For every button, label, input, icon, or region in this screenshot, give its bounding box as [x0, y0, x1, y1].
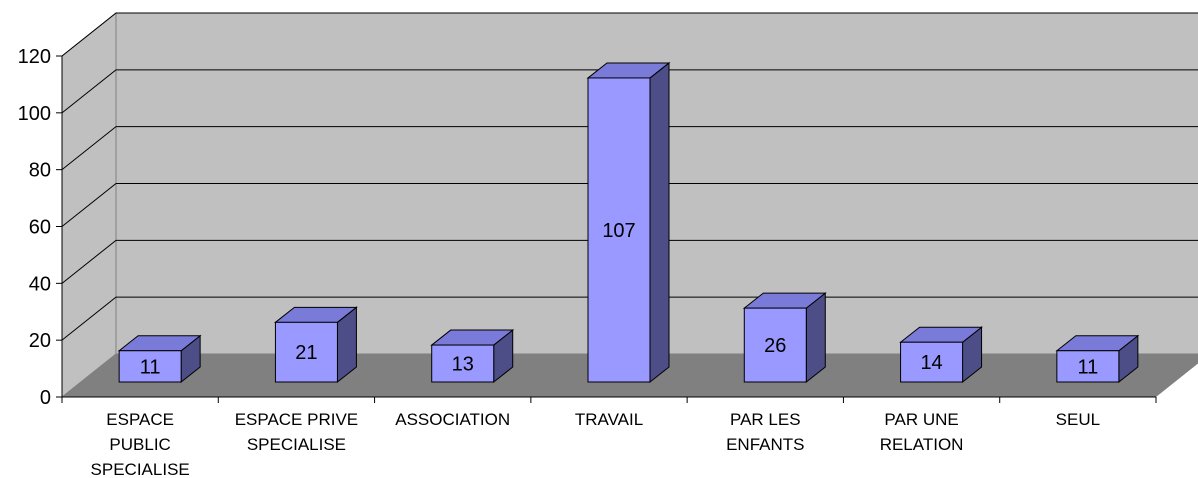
data-label: 14	[920, 352, 942, 374]
y-axis-ticks: 0 20 40 60 80 100 120	[18, 46, 62, 409]
x-tick-label-line: ESPACE PRIVE	[235, 410, 358, 429]
gridline	[61, 126, 1198, 171]
bar-front	[900, 341, 964, 383]
x-tick-label-line: ENFANTS	[726, 435, 804, 454]
x-tick-label: TRAVAIL	[575, 410, 643, 429]
gridline	[61, 239, 1198, 284]
data-label: 11	[1077, 356, 1098, 378]
x-tick-label-line: PUBLIC	[109, 435, 170, 454]
x-tick-label-line: ESPACE	[106, 410, 174, 429]
data-label: 13	[452, 354, 474, 376]
bar: 11	[117, 334, 202, 384]
bar-side	[649, 61, 670, 384]
gridline	[61, 183, 1198, 227]
bar-front	[743, 307, 807, 383]
data-label: 11	[140, 356, 161, 378]
x-tick-label: ESPACE PRIVE SPECIALISE	[235, 410, 358, 454]
x-tick-label-line: PAR UNE	[884, 410, 958, 429]
y-tick-label: 20	[29, 330, 51, 352]
y-tick-label: 0	[40, 387, 51, 409]
bar: 21	[273, 306, 358, 384]
gridline	[61, 296, 1198, 341]
y-tick-label: 60	[29, 217, 51, 239]
x-tick-label-line: PAR LES	[730, 410, 801, 429]
data-label: 26	[764, 335, 786, 357]
data-label: 21	[295, 342, 317, 364]
y-tick-label: 120	[18, 46, 51, 68]
x-tick-label: ASSOCIATION	[395, 410, 510, 429]
bar: 13	[430, 329, 515, 384]
bar: 14	[899, 326, 984, 384]
x-tick-label: PAR UNE RELATION	[880, 410, 964, 454]
x-tick-label: ESPACE PUBLIC SPECIALISE	[91, 410, 190, 478]
x-tick-label-line: SPECIALISE	[91, 460, 190, 478]
y-tick-label: 100	[18, 103, 51, 125]
gridlines	[61, 12, 1198, 341]
x-tick-label-line: SPECIALISE	[247, 435, 346, 454]
bar-front	[274, 321, 338, 383]
x-tick-label: SEUL	[1056, 410, 1100, 429]
gridline	[61, 69, 1198, 114]
bar-front	[587, 77, 651, 383]
x-tick-label-line: RELATION	[880, 435, 964, 454]
bar-front	[1056, 350, 1120, 383]
y-tick-label: 40	[29, 273, 51, 295]
bar-front	[118, 350, 182, 383]
x-axis-labels: ESPACE PUBLIC SPECIALISE ESPACE PRIVE SPECIA…	[91, 410, 1101, 478]
bar: 107	[586, 61, 671, 384]
x-tick-label: PAR LES ENFANTS	[726, 410, 804, 454]
bar: 11	[1055, 334, 1140, 384]
x-tick-label-line: ASSOCIATION	[395, 410, 510, 429]
bars: 11 21 13 107 26 14 11	[117, 61, 1140, 384]
x-tick-label-line: SEUL	[1056, 410, 1100, 429]
bar: 26	[742, 292, 827, 384]
data-label: 107	[602, 220, 635, 242]
y-tick-label: 80	[29, 160, 51, 182]
gridline	[61, 12, 1198, 57]
bar-front	[431, 344, 495, 383]
x-tick-label-line: TRAVAIL	[575, 410, 643, 429]
